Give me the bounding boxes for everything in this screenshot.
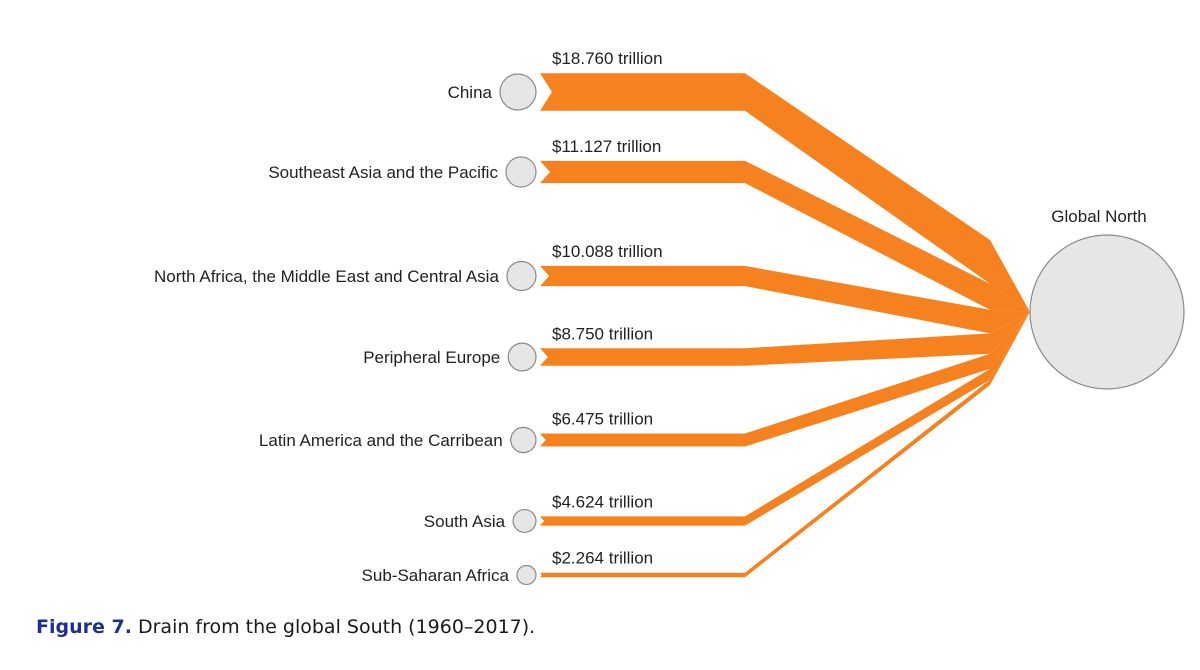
value-label-china: $18.760 trillion: [552, 49, 663, 68]
source-node-peripheral-europe: [507, 342, 537, 372]
source-label-sub-saharan-africa: Sub-Saharan Africa: [362, 566, 510, 585]
source-label-south-asia: South Asia: [424, 512, 506, 531]
value-label-south-asia: $4.624 trillion: [552, 492, 653, 511]
source-node-china: [499, 73, 537, 111]
value-label-peripheral-europe: $8.750 trillion: [552, 324, 653, 343]
source-node-sub-saharan-africa: [516, 564, 537, 586]
sankey-chart: China $18.760 trillion Southeast Asia and …: [154, 49, 1185, 586]
flow-layer: [540, 73, 1030, 578]
target-node-global-north: [1029, 234, 1185, 390]
source-label-peripheral-europe: Peripheral Europe: [363, 348, 500, 367]
flow-peripheral-europe: [540, 312, 1030, 366]
source-node-southeast-asia-and-the-pacific: [505, 156, 537, 188]
figure-caption: Figure 7. Drain from the global South (1…: [36, 616, 535, 638]
source-label-china: China: [448, 83, 493, 102]
target-label-global-north: Global North: [1051, 207, 1146, 226]
source-node-south-asia: [512, 508, 537, 534]
node-layer: [499, 73, 1185, 586]
value-label-north-africa-the-middle-east-and-central-asia: $10.088 trillion: [552, 242, 663, 261]
source-node-latin-america-and-the-carribean: [510, 426, 537, 454]
caption-text: Drain from the global South (1960–2017).: [137, 616, 536, 638]
figure-number: Figure 7.: [36, 616, 132, 638]
label-layer: China $18.760 trillion Southeast Asia and …: [154, 49, 1147, 585]
flow-china: [540, 73, 1030, 313]
flow-southeast-asia-and-the-pacific: [540, 160, 1030, 312]
source-label-north-africa-the-middle-east-and-central-asia: North Africa, the Middle East and Centra…: [154, 267, 499, 286]
flow-latin-america-and-the-carribean: [540, 312, 1030, 447]
value-label-latin-america-and-the-carribean: $6.475 trillion: [552, 410, 653, 429]
flow-north-africa-the-middle-east-and-central-asia: [540, 265, 1030, 334]
value-label-sub-saharan-africa: $2.264 trillion: [552, 549, 653, 568]
source-node-north-africa-the-middle-east-and-central-asia: [506, 260, 537, 292]
value-label-southeast-asia-and-the-pacific: $11.127 trillion: [552, 137, 661, 156]
source-label-southeast-asia-and-the-pacific: Southeast Asia and the Pacific: [268, 163, 498, 182]
source-label-latin-america-and-the-carribean: Latin America and the Carribean: [259, 431, 503, 450]
